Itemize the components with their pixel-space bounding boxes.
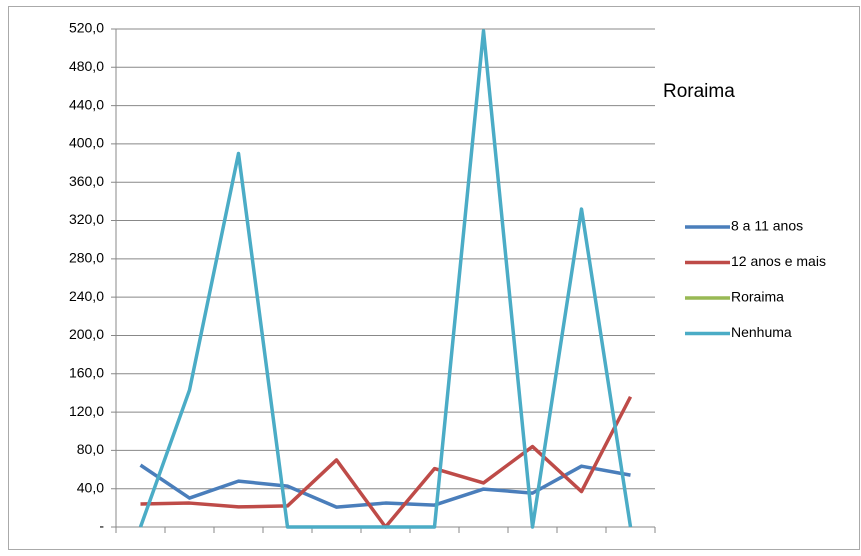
y-tick-label: 520,0 (69, 20, 104, 36)
y-tick-label: 160,0 (69, 364, 104, 380)
legend-label: 12 anos e mais (731, 253, 826, 269)
chart-title: Roraima (663, 81, 735, 102)
y-tick-label: 360,0 (69, 173, 104, 189)
legend-label: Roraima (731, 289, 784, 305)
y-tick-label: 480,0 (69, 58, 104, 74)
legend-label: Nenhuma (731, 324, 792, 340)
y-tick-label: 280,0 (69, 250, 104, 266)
series-line (139, 463, 631, 509)
chart-frame (8, 6, 860, 550)
series-line (138, 29, 633, 529)
y-tick-label: 120,0 (69, 403, 104, 419)
y-tick-label: 240,0 (69, 288, 104, 304)
y-tick-label: 320,0 (69, 211, 104, 227)
y-tick-label: 40,0 (77, 479, 104, 495)
legend-label: 8 a 11 anos (731, 218, 803, 234)
y-tick-label: 200,0 (69, 326, 104, 342)
y-tick-label: 80,0 (77, 441, 104, 457)
y-tick-label: 400,0 (69, 135, 104, 151)
y-tick-label: - (99, 518, 104, 534)
y-tick-label: 440,0 (69, 96, 104, 112)
